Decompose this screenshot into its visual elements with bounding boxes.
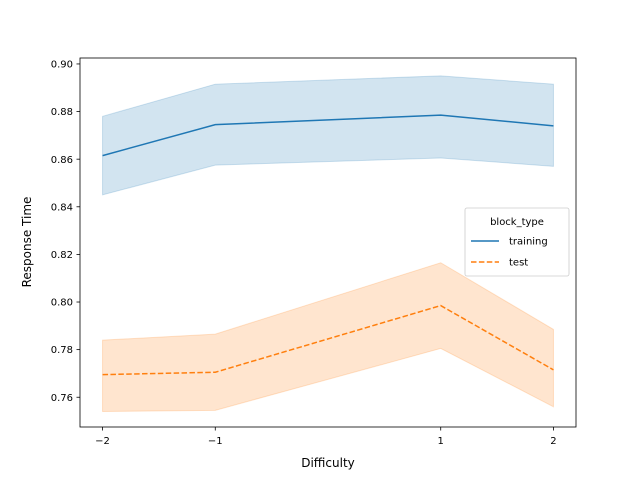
legend-label-test: test [509,258,528,269]
y-tick-label: 0.90 [51,60,73,71]
y-tick-label: 0.86 [51,155,73,166]
y-axis: 0.76 0.78 0.80 0.82 0.84 0.86 0.88 0.90 [51,60,80,404]
y-tick-label: 0.78 [51,345,73,356]
y-tick-label: 0.82 [51,250,73,261]
x-tick-label: −2 [95,436,110,447]
x-tick-label: 1 [438,436,444,447]
x-tick-label: −1 [208,436,223,447]
series-lines [102,114,554,376]
series-line-test [102,304,554,376]
legend-label-training: training [509,237,548,248]
legend-title: block_type [490,217,544,228]
y-tick-label: 0.84 [51,202,73,213]
confidence-bands [102,75,554,413]
y-tick-label: 0.76 [51,393,73,404]
y-tick-label: 0.88 [51,107,73,118]
legend-box [464,207,570,277]
y-tick-label: 0.80 [51,298,73,309]
x-axis-label: Difficulty [301,456,355,470]
ci-band-training [102,75,554,196]
ci-band-test [102,262,554,413]
plot-frame [79,57,577,428]
series-line-training [102,114,554,157]
legend: block_type training test [464,207,570,277]
y-axis-label: Response Time [20,197,34,288]
x-axis: −2 −1 1 2 [95,427,557,447]
x-tick-label: 2 [550,436,556,447]
